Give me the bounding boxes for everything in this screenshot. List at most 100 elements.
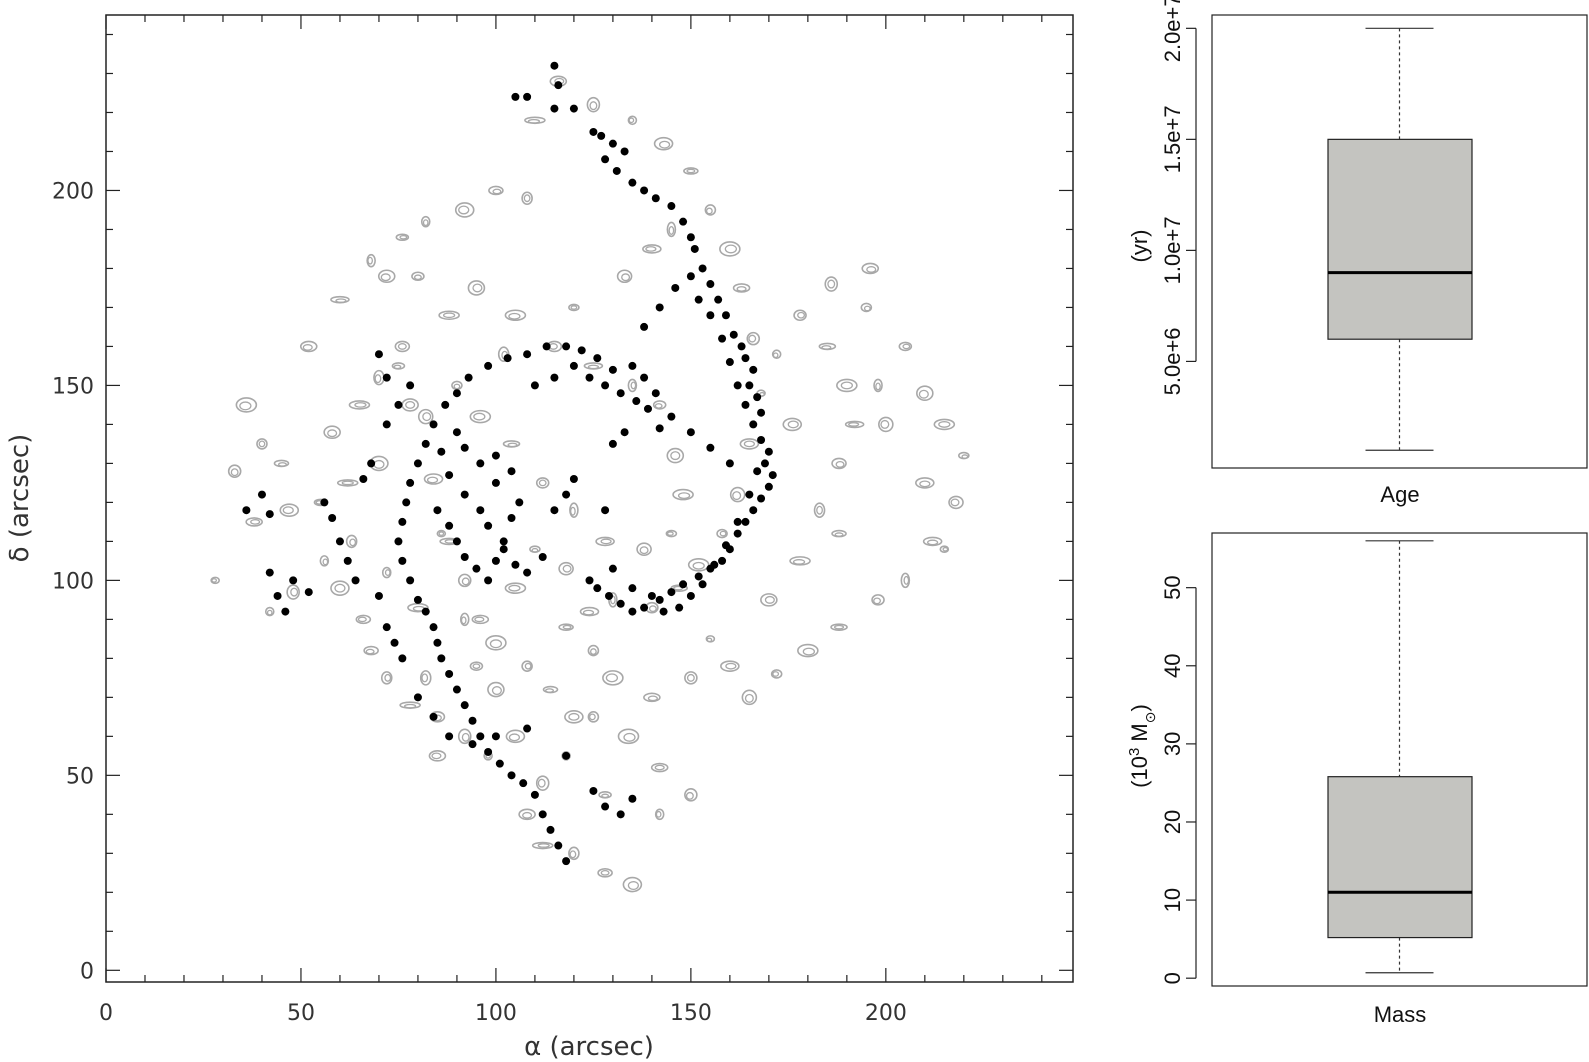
contour-ring [770, 669, 783, 679]
cluster-point [484, 747, 493, 756]
contour-ring [866, 266, 877, 273]
cluster-point [429, 623, 438, 632]
cluster-point [484, 361, 493, 370]
cluster-point [760, 459, 769, 468]
contour-ring [653, 136, 674, 151]
contour-ring [719, 241, 741, 257]
interquartile-box [1327, 138, 1473, 340]
contour-ring [824, 276, 839, 292]
cluster-point [406, 381, 415, 390]
cluster-point [519, 779, 528, 788]
cluster-point [413, 459, 422, 468]
cluster-point [523, 724, 532, 733]
cluster-point [421, 607, 430, 616]
contour-ring [384, 569, 391, 576]
cluster-point [608, 139, 617, 148]
contour-ring [595, 536, 615, 547]
cluster-point [546, 825, 555, 834]
contour-ring [489, 639, 503, 649]
contour-ring [630, 381, 637, 390]
cluster-point [484, 521, 493, 530]
cluster-point [655, 424, 664, 433]
y-tick-label: 2.0e+7 [1160, 0, 1185, 62]
contour-ring [732, 491, 742, 501]
cluster-point [608, 365, 617, 374]
cluster-point [628, 361, 637, 370]
contour-ring [903, 575, 910, 585]
contour-ring [403, 703, 417, 709]
mass-xlabel: Mass [1374, 1002, 1427, 1027]
contour-ring [647, 695, 658, 702]
cluster-point [281, 607, 290, 616]
age-xlabel: Age [1380, 482, 1419, 507]
mass-ylabel-close: ) [1127, 704, 1152, 711]
mass-boxplot-frame [1211, 532, 1588, 987]
cluster-point [402, 498, 411, 507]
contour-ring [948, 495, 964, 510]
contour-ring [467, 280, 486, 296]
cluster-point [706, 311, 715, 320]
cluster-point [686, 233, 695, 242]
cluster-point [441, 400, 450, 409]
y-tick-label: 1.5e+7 [1160, 105, 1185, 173]
cluster-point [620, 147, 629, 156]
contour-ring [873, 378, 883, 393]
cluster-point [593, 354, 602, 363]
contour-ring [458, 205, 470, 215]
cluster-point [542, 342, 551, 351]
contour-ring [684, 671, 698, 685]
contour-ring [643, 692, 661, 703]
cluster-point [550, 61, 559, 70]
cluster-point [632, 397, 641, 406]
contour-ring [719, 530, 727, 537]
contour-ring [684, 788, 698, 802]
y-tick-label: 150 [52, 374, 94, 399]
cluster-point [601, 381, 610, 390]
contour-ring [686, 168, 696, 174]
cluster-point [507, 513, 516, 522]
y-tick-label: 0 [1160, 972, 1185, 984]
contour-ring [485, 634, 507, 651]
contour-ring [821, 345, 832, 350]
contour-ring [658, 140, 671, 149]
contour-ring [772, 352, 779, 359]
contour-ring [562, 564, 572, 573]
cluster-point [628, 607, 637, 616]
contour-ring [377, 269, 396, 284]
cluster-point [464, 373, 473, 382]
cluster-point [351, 576, 360, 585]
contour-ring [492, 188, 502, 195]
contour-ring [685, 791, 694, 800]
contour-layer [210, 75, 970, 893]
cluster-point [491, 478, 500, 487]
cluster-point [601, 155, 610, 164]
contour-ring [469, 661, 484, 671]
cluster-point [335, 537, 344, 546]
contour-ring [461, 577, 470, 586]
cluster-point [433, 506, 442, 515]
contour-ring [746, 331, 761, 346]
cluster-point [445, 732, 454, 741]
age-boxplot: 5.0e+6 1.0e+7 1.5e+7 2.0e+7 Age (yr) [1127, 0, 1588, 507]
contour-ring [813, 502, 826, 518]
contour-ring [545, 688, 555, 693]
contour-ring [916, 385, 934, 402]
y-tick-label: 10 [1160, 888, 1185, 912]
age-axis-ticks: 5.0e+6 1.0e+7 1.5e+7 2.0e+7 [1160, 0, 1197, 395]
cluster-point [741, 517, 750, 526]
cluster-point [686, 272, 695, 281]
cluster-point [640, 373, 649, 382]
cluster-point [511, 92, 520, 101]
scatter-axis-ticks: 0 50 100 150 200 0 50 100 150 200 [52, 15, 1073, 1026]
contour-ring [792, 559, 806, 565]
cluster-point [585, 373, 594, 382]
cluster-point [460, 490, 469, 499]
contour-ring [589, 648, 597, 655]
contour-ring [459, 612, 470, 627]
contour-ring [677, 492, 691, 500]
cluster-point [476, 506, 485, 515]
contour-ring [628, 117, 635, 124]
contour-ring [639, 546, 649, 555]
contour-ring [365, 648, 375, 655]
contour-ring [831, 457, 847, 470]
